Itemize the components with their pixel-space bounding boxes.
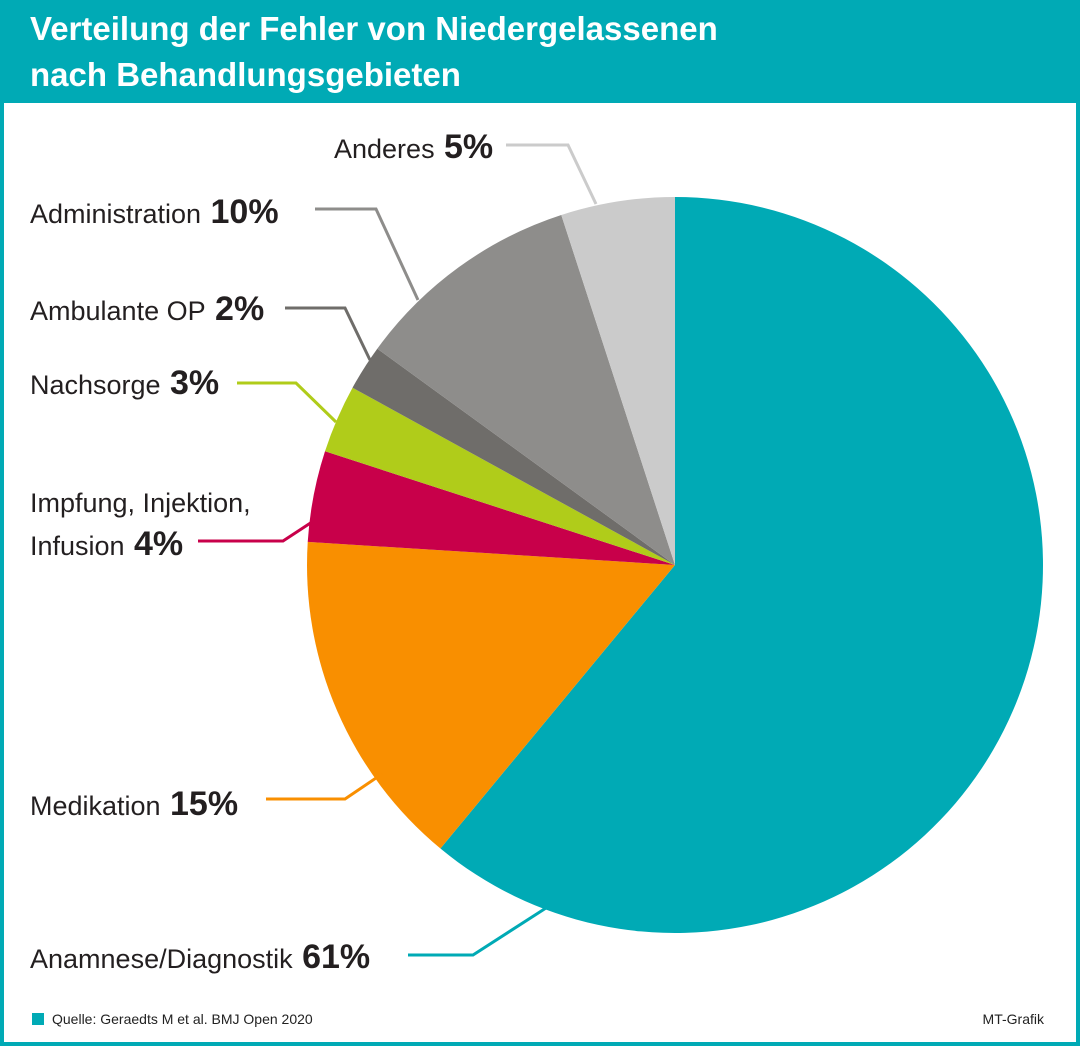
leader-line-medikation bbox=[266, 772, 383, 801]
leader-line-administration bbox=[315, 207, 420, 301]
slice-value-administration: 10% bbox=[201, 193, 279, 231]
slice-label-anamnese-diagnostik: Anamnese/Diagnostik 61% bbox=[30, 938, 370, 976]
slice-value-ambulante-op: 2% bbox=[206, 290, 265, 328]
slice-label-ambulante-op: Ambulante OP 2% bbox=[30, 290, 264, 328]
leader-line-nachsorge bbox=[237, 381, 338, 424]
chart-title-line-2: nach Behandlungsgebieten bbox=[30, 56, 461, 93]
pie-slice-impfung-injektion-infusion bbox=[307, 451, 675, 565]
leader-line-anderes bbox=[506, 143, 598, 205]
slice-value-anamnese-diagnostik: 61% bbox=[293, 938, 371, 976]
slice-label-administration: Administration 10% bbox=[30, 193, 279, 231]
source-text: Quelle: Geraedts M et al. BMJ Open 2020 bbox=[52, 1011, 313, 1027]
slice-label-anderes: Anderes 5% bbox=[334, 128, 493, 166]
slice-label-medikation: Medikation 15% bbox=[30, 785, 238, 823]
chart-title: Verteilung der Fehler von Niedergelassen… bbox=[30, 6, 1030, 98]
pie-slices bbox=[307, 197, 1044, 933]
slice-value-impfung-injektion-infusion: 4% bbox=[125, 525, 184, 563]
source-note: Quelle: Geraedts M et al. BMJ Open 2020 bbox=[32, 1011, 313, 1027]
chart-title-line-1: Verteilung der Fehler von Niedergelassen… bbox=[30, 10, 718, 47]
slice-label-impfung-injektion-infusion-line-2: Infusion 4% bbox=[30, 525, 183, 563]
pie-slice-administration bbox=[377, 215, 675, 565]
pie-slice-anamnese-diagnostik bbox=[440, 197, 1044, 933]
leader-line-ambulante-op bbox=[285, 306, 372, 361]
slice-value-nachsorge: 3% bbox=[161, 364, 220, 402]
slice-labels: Anamnese/Diagnostik 61% Medikation 15% Imp… bbox=[30, 128, 493, 976]
pie-slice-medikation bbox=[307, 541, 675, 849]
slice-value-anderes: 5% bbox=[435, 128, 494, 166]
leader-lines bbox=[198, 143, 598, 957]
slice-label-impfung-injektion-infusion-line-1: Impfung, Injektion, bbox=[30, 488, 251, 518]
graphic-credit: MT-Grafik bbox=[982, 1011, 1044, 1027]
source-square-icon bbox=[32, 1013, 44, 1025]
pie-slice-nachsorge bbox=[325, 387, 675, 565]
slice-label-nachsorge: Nachsorge 3% bbox=[30, 364, 219, 402]
title-bar: Verteilung der Fehler von Niedergelassen… bbox=[0, 0, 1080, 103]
pie-slice-ambulante-op bbox=[352, 348, 675, 565]
pie-slice-anderes bbox=[561, 197, 675, 565]
leader-line-impfung-injektion-infusion bbox=[198, 520, 313, 543]
slice-value-medikation: 15% bbox=[161, 785, 239, 823]
leader-line-anamnese-diagnostik bbox=[408, 906, 547, 957]
